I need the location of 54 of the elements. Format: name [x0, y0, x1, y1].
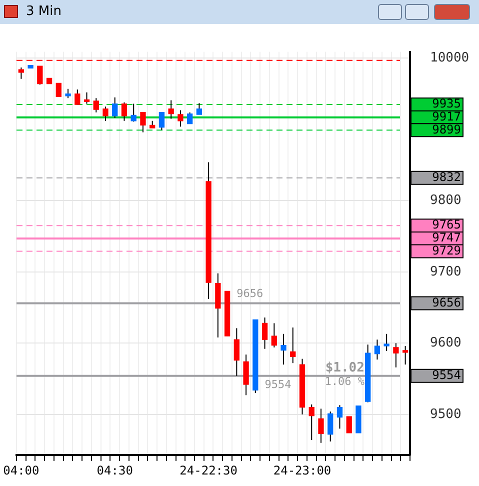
annotation: 9554	[264, 378, 292, 391]
candlestick	[262, 317, 268, 350]
candlestick	[168, 100, 174, 120]
y-tick-label: 9500	[430, 406, 462, 422]
candlestick	[186, 112, 193, 124]
x-tick-label: 24-22:30	[180, 463, 238, 478]
candlestick	[112, 96, 118, 119]
annotation: 1.06 %	[324, 374, 365, 388]
candlestick	[271, 322, 277, 348]
candlestick	[158, 112, 165, 131]
candlestick	[318, 408, 324, 444]
candlestick	[234, 328, 240, 376]
candlestick	[336, 404, 343, 430]
annotation: $1.02	[325, 360, 364, 376]
chart-title: 3 Min	[26, 4, 62, 19]
candlestick	[308, 404, 314, 441]
annotation: 9656	[236, 287, 264, 300]
candlestick	[93, 98, 99, 113]
candlestick	[178, 110, 184, 128]
candlestick	[280, 333, 286, 366]
candlestick	[130, 103, 136, 122]
y-tick-label: 9700	[430, 264, 462, 280]
ref-line-label: 9917	[432, 109, 461, 124]
ref-line-label: 9656	[432, 295, 461, 310]
candlestick	[74, 89, 80, 106]
x-tick-label: 24-23:00	[273, 463, 332, 478]
candlestick	[56, 82, 62, 98]
candlestick	[384, 333, 390, 352]
x-tick-label: 04:30	[96, 463, 133, 478]
candlestick	[290, 326, 296, 364]
y-tick-label: 10000	[430, 50, 470, 66]
candlestick	[196, 102, 202, 115]
ref-line-label: 9729	[432, 243, 461, 258]
ref-line-label: 9554	[432, 368, 461, 382]
ref-line-label: 9935	[432, 96, 461, 111]
candlestick	[102, 106, 108, 122]
candlestick	[37, 66, 43, 86]
ref-line-label: 9747	[432, 230, 461, 245]
candlestick	[243, 354, 249, 396]
candlestick	[84, 92, 90, 104]
candlestick	[346, 416, 352, 434]
ref-line-label: 9765	[432, 218, 461, 232]
candlestick	[328, 411, 334, 442]
candlestick	[374, 339, 380, 360]
ref-line-label: 9899	[432, 122, 461, 136]
y-tick-label: 9800	[430, 193, 462, 208]
candlestick	[140, 112, 146, 133]
candlestick	[121, 102, 128, 122]
y-tick-label: 9600	[430, 336, 462, 351]
candlestick	[18, 66, 24, 80]
ref-line-label: 9832	[432, 170, 461, 184]
candlestick	[393, 342, 399, 368]
candlestick	[65, 88, 71, 99]
x-tick-label: 04:00	[3, 463, 40, 478]
